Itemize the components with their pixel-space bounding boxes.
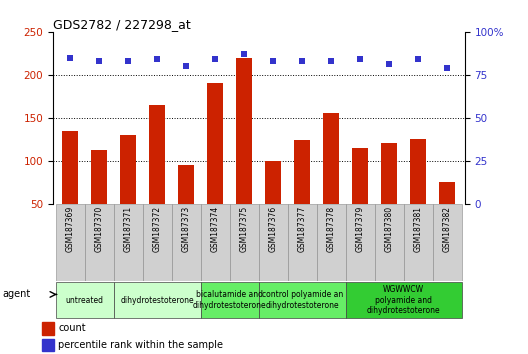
Text: GSM187377: GSM187377 [298, 206, 307, 252]
Bar [317, 204, 346, 281]
Bar [346, 204, 375, 281]
Bar [346, 282, 462, 318]
Bar [55, 282, 114, 318]
Bar [149, 105, 165, 204]
Bar [381, 143, 397, 204]
Bar [410, 139, 426, 204]
Text: GSM187378: GSM187378 [327, 206, 336, 252]
Point [327, 58, 335, 64]
Text: GSM187373: GSM187373 [182, 206, 191, 252]
Bar [236, 58, 252, 204]
Bar [288, 204, 317, 281]
Bar [55, 204, 84, 281]
Bar [323, 113, 339, 204]
Text: GSM187372: GSM187372 [153, 206, 162, 252]
Bar [259, 282, 346, 318]
Text: GSM187371: GSM187371 [124, 206, 133, 252]
Bar [201, 204, 230, 281]
Bar [143, 204, 172, 281]
Point [298, 58, 306, 64]
Bar [259, 204, 288, 281]
Point [414, 57, 422, 62]
Text: untreated: untreated [65, 296, 103, 304]
Bar [178, 165, 194, 204]
Text: GSM187379: GSM187379 [356, 206, 365, 252]
Text: dihydrotestoterone: dihydrotestoterone [120, 296, 194, 304]
Bar [433, 204, 462, 281]
Bar [294, 140, 310, 204]
Point [443, 65, 451, 71]
Point [211, 57, 220, 62]
Bar [201, 282, 259, 318]
Point [66, 55, 74, 61]
Bar [230, 204, 259, 281]
Text: GSM187376: GSM187376 [269, 206, 278, 252]
Bar [120, 135, 136, 204]
Bar [265, 161, 281, 204]
Text: bicalutamide and
dihydrotestoterone: bicalutamide and dihydrotestoterone [193, 290, 267, 310]
Text: agent: agent [3, 290, 31, 299]
Text: GSM187375: GSM187375 [240, 206, 249, 252]
Text: WGWWCW
polyamide and
dihydrotestoterone: WGWWCW polyamide and dihydrotestoterone [367, 285, 440, 315]
Point [153, 57, 162, 62]
Point [124, 58, 133, 64]
Bar [172, 204, 201, 281]
Bar [375, 204, 404, 281]
Text: GSM187374: GSM187374 [211, 206, 220, 252]
Text: control polyamide an
dihydrotestoterone: control polyamide an dihydrotestoterone [261, 290, 343, 310]
Point [269, 58, 277, 64]
Text: GDS2782 / 227298_at: GDS2782 / 227298_at [53, 18, 191, 31]
Bar [404, 204, 433, 281]
Text: percentile rank within the sample: percentile rank within the sample [58, 340, 223, 350]
Text: GSM187381: GSM187381 [414, 206, 423, 252]
Bar [114, 204, 143, 281]
Point [182, 63, 191, 69]
Text: GSM187370: GSM187370 [95, 206, 103, 252]
Bar [207, 84, 223, 204]
Text: GSM187382: GSM187382 [443, 206, 452, 252]
Point [240, 51, 249, 57]
Bar [62, 131, 78, 204]
Text: GSM187369: GSM187369 [65, 206, 74, 252]
Bar [42, 339, 54, 351]
Text: GSM187380: GSM187380 [385, 206, 394, 252]
Point [385, 62, 393, 67]
Bar [352, 148, 368, 204]
Bar [114, 282, 201, 318]
Bar [91, 150, 107, 204]
Point [356, 57, 364, 62]
Text: count: count [58, 323, 86, 333]
Point [95, 58, 103, 64]
Bar [439, 182, 455, 204]
Bar [42, 322, 54, 335]
Bar [84, 204, 114, 281]
